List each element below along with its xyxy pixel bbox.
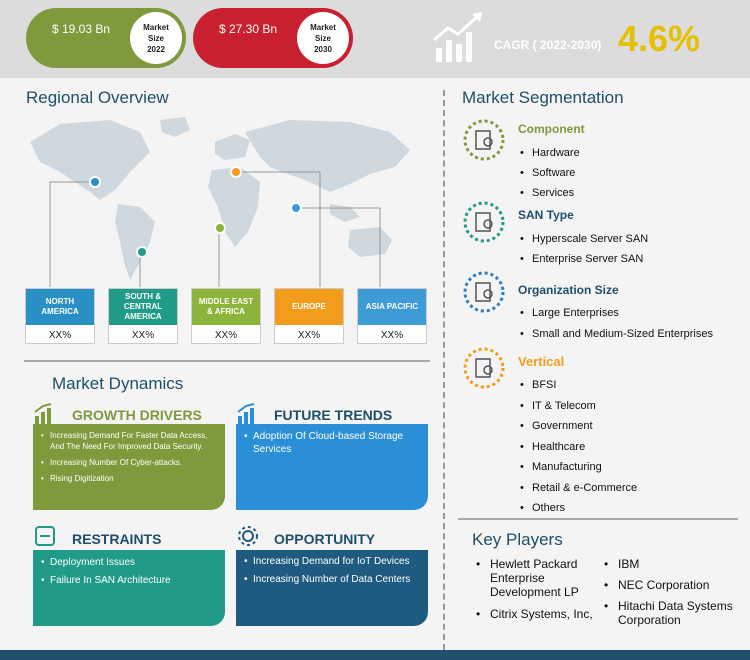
market-size-2030-badge: Market Size 2030 xyxy=(297,12,349,64)
segment-item: Hyperscale Server SAN xyxy=(518,229,648,249)
segment-item: Others xyxy=(518,498,637,519)
segment-vertical-title: Vertical xyxy=(518,354,565,369)
restraint-item: Deployment Issues xyxy=(41,556,217,570)
key-player-item: Hewlett Packard Enterprise Development L… xyxy=(476,557,596,599)
middle-east-africa-marker xyxy=(214,222,226,234)
segment-item: Healthcare xyxy=(518,437,637,458)
cagr-label: CAGR ( 2022-2030) xyxy=(494,38,602,52)
segment-item: Retail & e-Commerce xyxy=(518,478,637,499)
growth-driver-item: Increasing Number Of Cyber-attacks. xyxy=(41,457,217,468)
market-size-2030-pill: $ 27.30 Bn Market Size 2030 xyxy=(193,8,353,68)
world-map xyxy=(30,117,410,287)
growth-driver-item: Rising Digitization xyxy=(41,473,217,484)
growth-chart-icon xyxy=(433,12,482,62)
region-name: ASIA PACIFIC xyxy=(358,289,426,325)
segment-item: Hardware xyxy=(518,143,580,163)
segment-item: Government xyxy=(518,416,637,437)
region-share: XX% xyxy=(297,329,321,341)
badge-label: Market xyxy=(310,22,336,32)
segment-component-title: Component xyxy=(518,122,585,136)
footer-bar xyxy=(0,650,750,660)
segment-vertical-list: BFSI IT & Telecom Government Healthcare … xyxy=(518,375,637,519)
key-player-item: IBM xyxy=(604,557,739,571)
north-america-marker xyxy=(89,176,101,188)
section-divider xyxy=(24,360,430,362)
europe-marker xyxy=(230,166,242,178)
region-name: NORTH AMERICA xyxy=(26,289,94,325)
market-dynamics-title: Market Dynamics xyxy=(52,374,184,393)
section-divider xyxy=(458,518,738,520)
region-south-central-america: SOUTH & CENTRAL AMERICA XX% xyxy=(108,288,178,344)
key-players-title: Key Players xyxy=(472,530,563,549)
column-divider xyxy=(443,90,445,650)
key-player-item: NEC Corporation xyxy=(604,578,739,592)
key-player-item: Hitachi Data Systems Corporation xyxy=(604,599,739,627)
growth-drivers-icon xyxy=(34,403,52,424)
segment-san-type-title: SAN Type xyxy=(518,208,574,222)
region-name: SOUTH & CENTRAL AMERICA xyxy=(109,289,177,325)
segment-item: Large Enterprises xyxy=(518,303,713,324)
region-north-america: NORTH AMERICA XX% xyxy=(25,288,95,344)
segment-item: Enterprise Server SAN xyxy=(518,249,648,269)
region-asia-pacific: ASIA PACIFIC XX% xyxy=(357,288,427,344)
key-players-left-list: Hewlett Packard Enterprise Development L… xyxy=(476,557,596,621)
badge-label: Size xyxy=(147,33,164,43)
future-trends-title: FUTURE TRENDS xyxy=(274,407,393,423)
region-name: MIDDLE EAST & AFRICA xyxy=(192,289,260,325)
restraints-title: RESTRAINTS xyxy=(72,531,162,547)
region-europe: EUROPE XX% xyxy=(274,288,344,344)
opportunity-title: OPPORTUNITY xyxy=(274,531,376,547)
segment-san-type-list: Hyperscale Server SAN Enterprise Server … xyxy=(518,229,648,269)
opportunity-gear-icon xyxy=(238,526,258,546)
market-segmentation-title: Market Segmentation xyxy=(462,88,624,107)
regional-overview-title: Regional Overview xyxy=(26,88,169,107)
component-icon xyxy=(463,119,505,161)
badge-year: 2022 xyxy=(147,44,165,54)
san-type-icon xyxy=(463,201,505,243)
segment-component-list: Hardware Software Services xyxy=(518,143,580,203)
south-central-america-marker xyxy=(136,246,148,258)
growth-drivers-panel: Increasing Demand For Faster Data Access… xyxy=(33,424,225,510)
vertical-icon xyxy=(463,347,505,389)
header-bar: $ 19.03 Bn Market Size 2022 $ 27.30 Bn M… xyxy=(0,0,750,78)
opportunity-item: Increasing Demand for IoT Devices xyxy=(244,556,420,568)
region-share: XX% xyxy=(380,329,404,341)
region-name: EUROPE xyxy=(275,289,343,325)
region-middle-east-africa: MIDDLE EAST & AFRICA XX% xyxy=(191,288,261,344)
restraints-icon xyxy=(35,526,55,546)
badge-year: 2030 xyxy=(314,44,332,54)
growth-drivers-title: GROWTH DRIVERS xyxy=(72,407,202,423)
market-size-2022-pill: $ 19.03 Bn Market Size 2022 xyxy=(26,8,186,68)
segment-item: IT & Telecom xyxy=(518,396,637,417)
market-size-2022-badge: Market Size 2022 xyxy=(130,12,182,64)
segment-item: Services xyxy=(518,183,580,203)
market-size-2022-value: $ 19.03 Bn xyxy=(51,22,111,36)
future-trends-panel: Adoption Of Cloud-based Storage Services xyxy=(236,424,428,510)
future-trends-icon xyxy=(237,403,255,424)
segment-item: BFSI xyxy=(518,375,637,396)
region-share: XX% xyxy=(48,329,72,341)
region-share: XX% xyxy=(214,329,238,341)
restraint-item: Failure In SAN Architecture xyxy=(41,574,217,588)
segment-item: Manufacturing xyxy=(518,457,637,478)
segment-organization-size-title: Organization Size xyxy=(518,283,619,297)
region-share: XX% xyxy=(131,329,155,341)
segment-item: Small and Medium-Sized Enterprises xyxy=(518,324,713,345)
segment-organization-size-list: Large Enterprises Small and Medium-Sized… xyxy=(518,303,713,345)
restraints-panel: Deployment Issues Failure In SAN Archite… xyxy=(33,550,225,626)
organization-size-icon xyxy=(463,271,505,313)
growth-driver-item: Increasing Demand For Faster Data Access… xyxy=(41,430,217,452)
segment-item: Software xyxy=(518,163,580,183)
badge-label: Size xyxy=(314,33,331,43)
market-size-2030-value: $ 27.30 Bn xyxy=(218,22,278,36)
asia-pacific-marker xyxy=(290,202,302,214)
key-player-item: Citrix Systems, Inc, xyxy=(476,607,596,621)
opportunity-item: Increasing Number of Data Centers xyxy=(244,574,420,586)
opportunity-panel: Increasing Demand for IoT Devices Increa… xyxy=(236,550,428,626)
key-players-right-list: IBM NEC Corporation Hitachi Data Systems… xyxy=(604,557,739,627)
future-trend-item: Adoption Of Cloud-based Storage Services xyxy=(244,430,420,456)
cagr-value: 4.6% xyxy=(618,18,701,59)
badge-label: Market xyxy=(143,22,169,32)
